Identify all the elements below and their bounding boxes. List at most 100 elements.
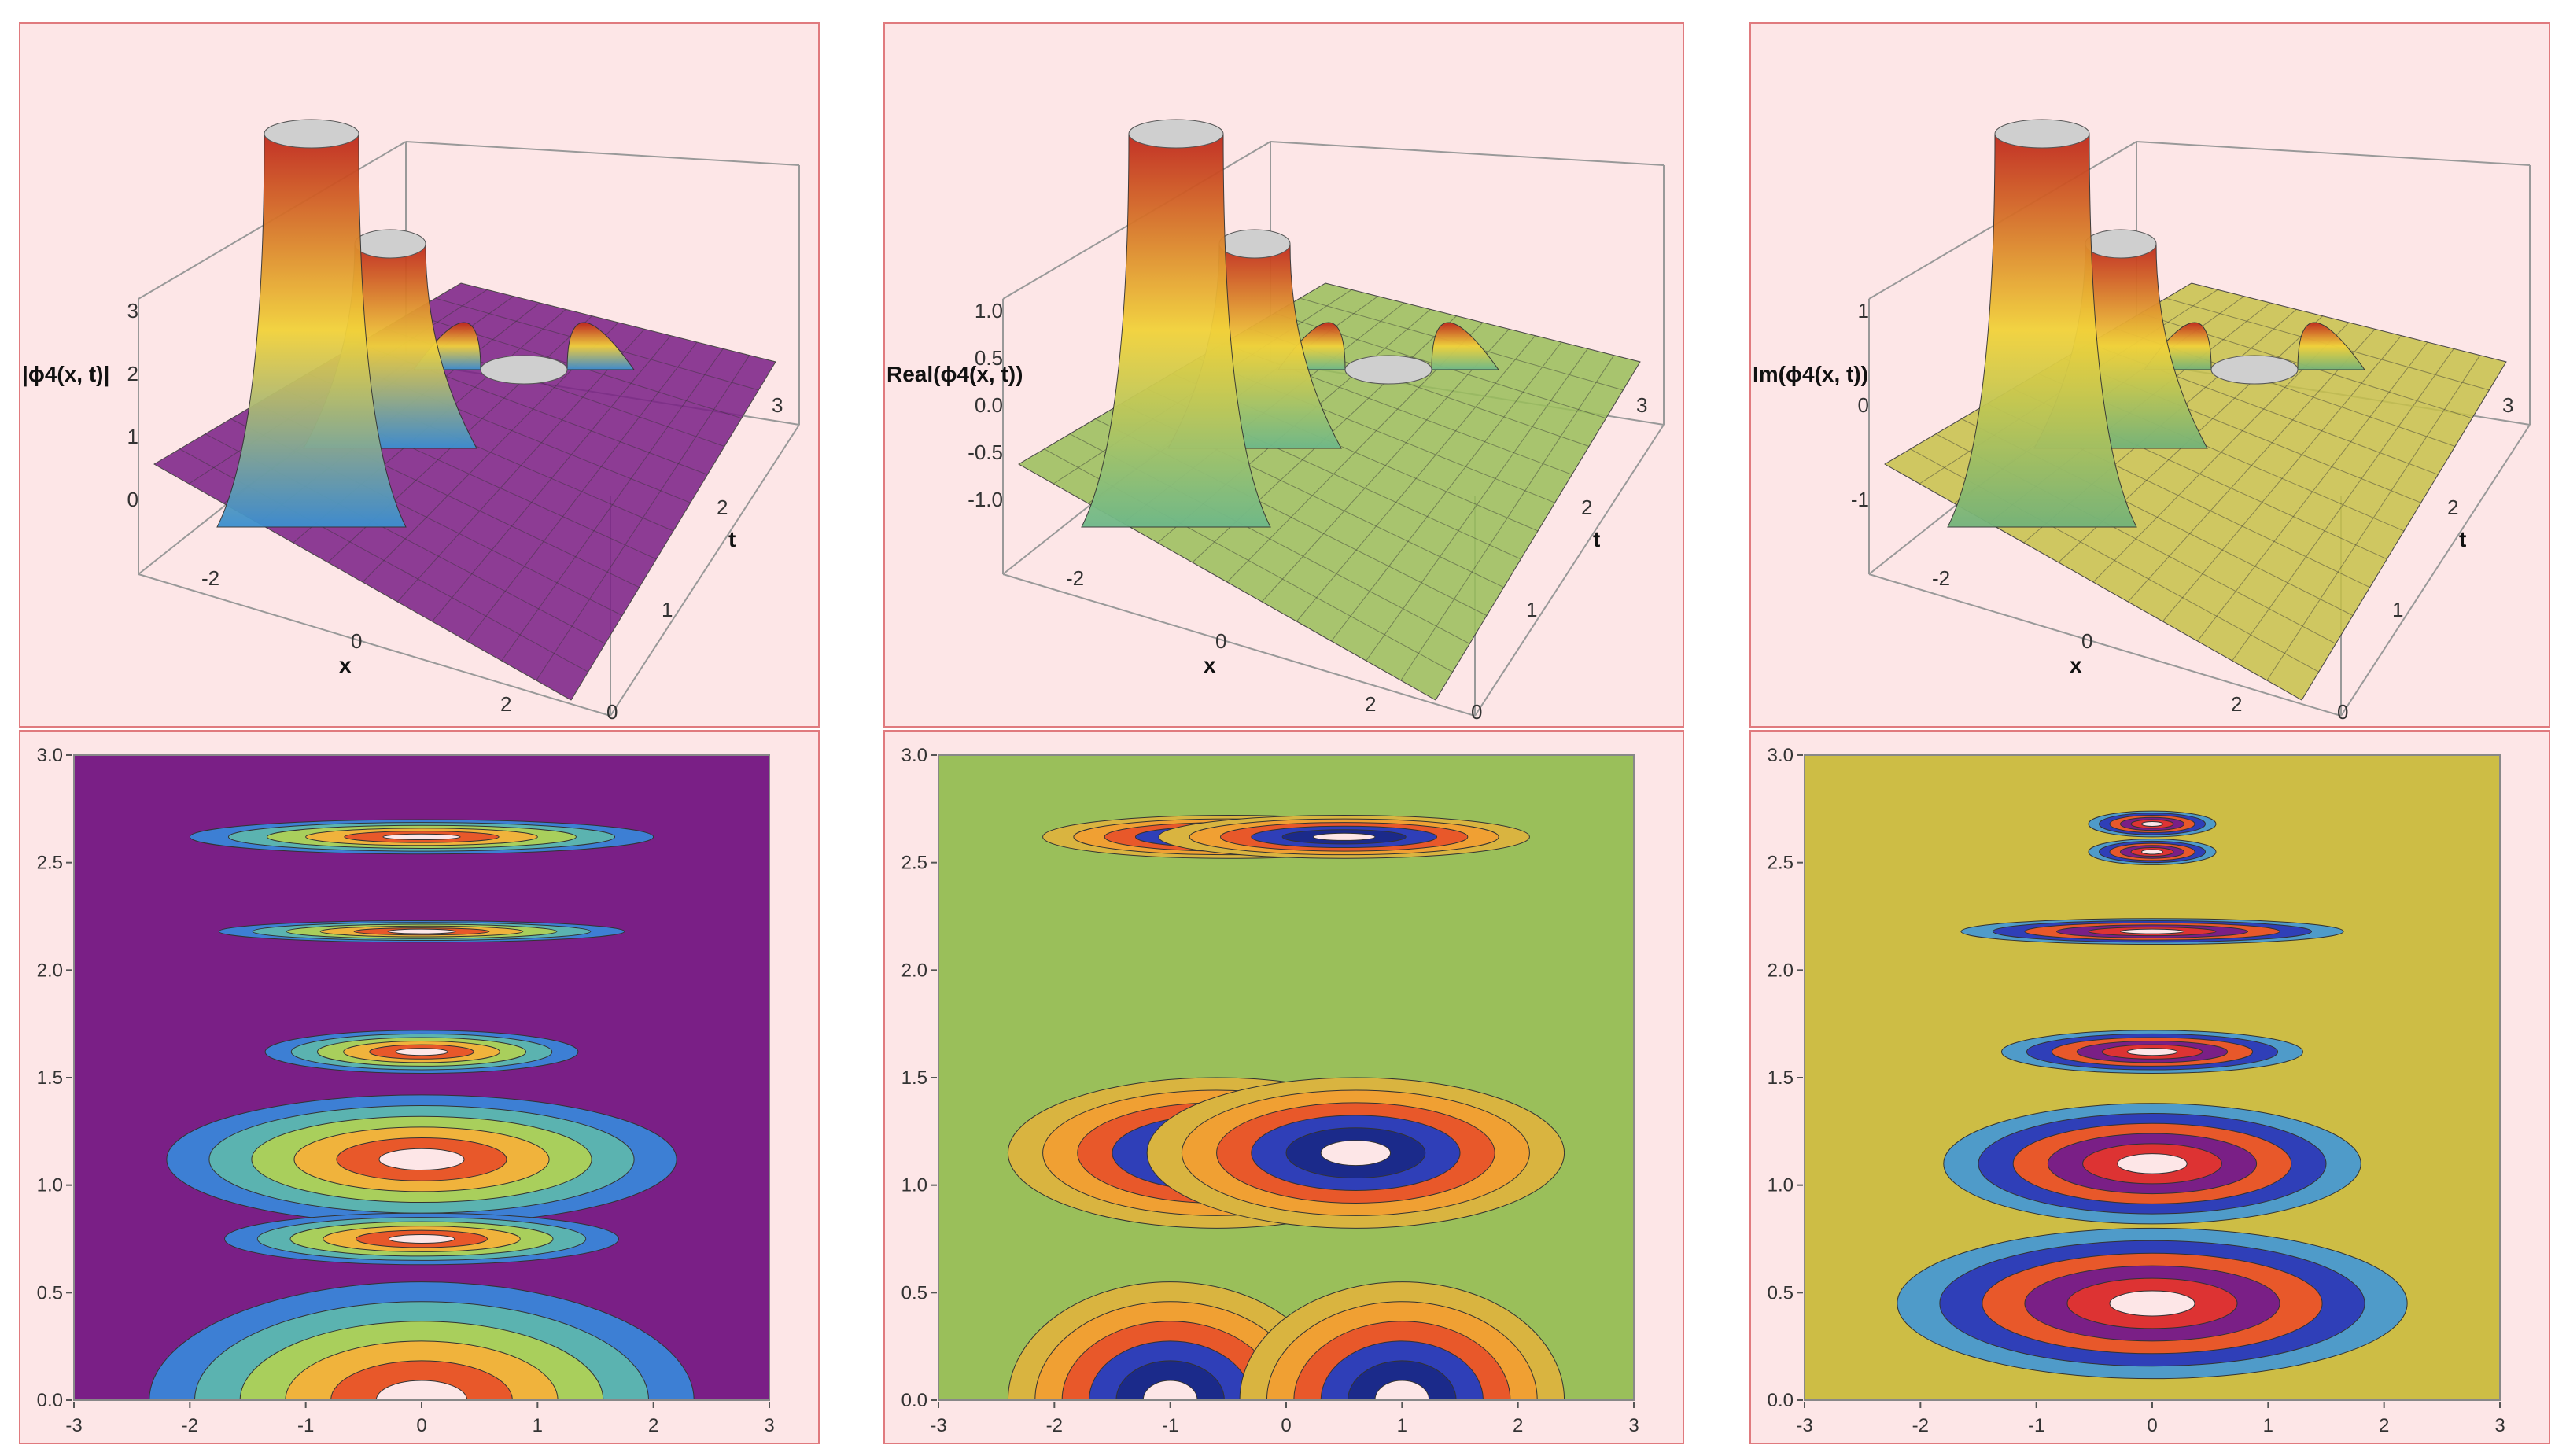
x-tick-label: -1 — [2028, 1415, 2044, 1436]
contour-plot-panel-2: -3 -2 -1 0 1 2 3 0.0 0.5 1.0 1.5 2.0 2.5 3.0 — [1749, 730, 2550, 1444]
contour-plot-panel-0: -3 -2 -1 0 1 2 3 0.0 0.5 1.0 1.5 2.0 2.5 3.0 — [19, 730, 820, 1444]
y-tick-label: 2.5 — [1768, 853, 1794, 874]
clipped-peak-cap — [1128, 119, 1224, 149]
surface-plot-panel-imag: Im(ϕ4(x, t)) -1 0 1 -2 0 2 x 0 1 2 3 t — [1749, 22, 2550, 728]
x-tick-label: 2 — [2379, 1415, 2389, 1436]
x-tick-label: 1 — [2263, 1415, 2273, 1436]
y-tick-label: 2.0 — [1768, 960, 1794, 981]
surface-plot-panel-abs: |ϕ4(x, t)| 0 1 2 3 -2 0 2 x 0 1 2 3 t — [19, 22, 820, 728]
mesh-line — [2127, 328, 2376, 603]
x-tick-label: 1 — [1397, 1415, 1407, 1436]
mesh-line — [2191, 282, 2507, 363]
mesh-line — [1400, 355, 1615, 681]
x-tick-label: -2 — [1066, 566, 1085, 590]
z-axis-label: Im(ϕ4(x, t)) — [1753, 362, 1868, 386]
t-tick-label: 2 — [1581, 496, 1593, 519]
x-tick-label: -3 — [1796, 1415, 1812, 1436]
z-tick-label: 0 — [1857, 393, 1869, 417]
x-tick-label: 2 — [500, 692, 512, 716]
mesh-line — [466, 341, 698, 642]
x-tick-label: 3 — [764, 1415, 774, 1436]
mesh-line — [460, 282, 776, 363]
z-tick-label: 0 — [127, 488, 138, 511]
box-edge — [1868, 573, 2342, 717]
surface-plot-svg — [1002, 119, 1665, 717]
x-tick-label: 2 — [1513, 1415, 1523, 1436]
x-tick-label: 0 — [1281, 1415, 1291, 1436]
y-tick-label: 3.0 — [1768, 745, 1794, 766]
x-tick-label: -3 — [930, 1415, 946, 1436]
clipped-peak-cap — [264, 119, 359, 149]
y-tick-label: 1.5 — [901, 1067, 927, 1089]
mesh-line — [1435, 361, 1641, 701]
mesh-line — [1296, 335, 1536, 622]
y-tick-label: 1.0 — [901, 1175, 927, 1196]
y-tick-label: 0.5 — [1768, 1282, 1794, 1303]
t-tick-label: 2 — [2447, 496, 2459, 519]
y-tick-label: 2.5 — [37, 853, 63, 874]
t-tick-label: 1 — [662, 598, 673, 621]
mesh-line — [570, 361, 776, 701]
mesh-line — [2266, 355, 2481, 681]
surface-plot-svg — [138, 119, 800, 717]
z-tick-label: 1 — [127, 425, 138, 448]
z-tick-label: -0.5 — [968, 440, 1003, 464]
contour-level — [387, 928, 456, 934]
t-tick-label: 2 — [717, 496, 728, 519]
mesh-line — [153, 463, 572, 701]
x-tick-label: -2 — [182, 1415, 198, 1436]
contour-level — [2126, 1048, 2178, 1056]
z-axis-label: |ϕ4(x, t)| — [22, 362, 110, 386]
y-tick-label: 0.0 — [37, 1390, 63, 1411]
x-tick-label: 2 — [1365, 692, 1377, 716]
surface-plot-svg — [1868, 119, 2531, 717]
contour-level — [2140, 849, 2164, 855]
contour-background — [938, 755, 1634, 1400]
t-axis-label: t — [2459, 527, 2467, 551]
mesh-line — [2301, 361, 2507, 701]
contour-level — [1142, 1380, 1198, 1400]
t-tick-label: 3 — [2502, 393, 2514, 417]
x-tick-label: 2 — [2231, 692, 2243, 716]
t-tick-label: 3 — [1636, 393, 1648, 417]
x-axis-label: x — [1204, 653, 1216, 677]
surface-plot-panel-real: Real(ϕ4(x, t)) -1.0 -0.5 0.0 0.5 1.0 -2 0 2 x 0 1 2 3… — [883, 22, 1684, 728]
mesh-line — [1018, 463, 1436, 701]
y-tick-label: 0.5 — [901, 1282, 927, 1303]
x-tick-label: -2 — [1932, 566, 1951, 590]
z-tick-label: 3 — [127, 299, 138, 323]
t-axis-label: t — [1593, 527, 1601, 551]
x-tick-label: -2 — [1912, 1415, 1929, 1436]
y-tick-label: 1.5 — [37, 1067, 63, 1089]
x-tick-label: 1 — [533, 1415, 543, 1436]
x-tick-label: 0 — [1215, 629, 1227, 653]
clipped-peak-cap — [1218, 229, 1291, 259]
x-tick-label: -2 — [201, 566, 220, 590]
clipped-peak-cap — [480, 355, 568, 385]
y-tick-label: 0.5 — [37, 1282, 63, 1303]
mesh-line — [1366, 348, 1588, 662]
y-tick-label: 3.0 — [901, 745, 927, 766]
box-edge — [1474, 424, 1665, 717]
x-tick-label: -1 — [1162, 1415, 1178, 1436]
y-tick-label: 2.0 — [37, 960, 63, 981]
plot-frame — [73, 754, 770, 1401]
contour-level — [2119, 928, 2185, 934]
y-tick-label: 1.0 — [37, 1175, 63, 1196]
contour-level — [395, 1048, 448, 1056]
mesh-line — [1331, 341, 1562, 642]
plot-frame — [1804, 754, 2501, 1401]
clipped-peak-cap — [2085, 229, 2157, 259]
z-tick-label: 1 — [1857, 299, 1869, 323]
contour-level — [2117, 1153, 2188, 1174]
contour-plot-svg: -3 -2 -1 0 1 2 3 0.0 0.5 1.0 1.5 2.0 2.5 3.0 — [1768, 745, 2505, 1436]
mesh-line — [1325, 282, 1641, 363]
x-tick-label: 3 — [2494, 1415, 2505, 1436]
t-tick-label: 3 — [772, 393, 783, 417]
x-tick-label: -2 — [1046, 1415, 1063, 1436]
mesh-line — [431, 335, 672, 622]
contour-level — [382, 833, 461, 841]
x-tick-label: 0 — [416, 1415, 426, 1436]
contour-plot-svg: -3 -2 -1 0 1 2 3 0.0 0.5 1.0 1.5 2.0 2.5 3.0 — [37, 745, 775, 1436]
box-edge — [1002, 573, 1476, 717]
